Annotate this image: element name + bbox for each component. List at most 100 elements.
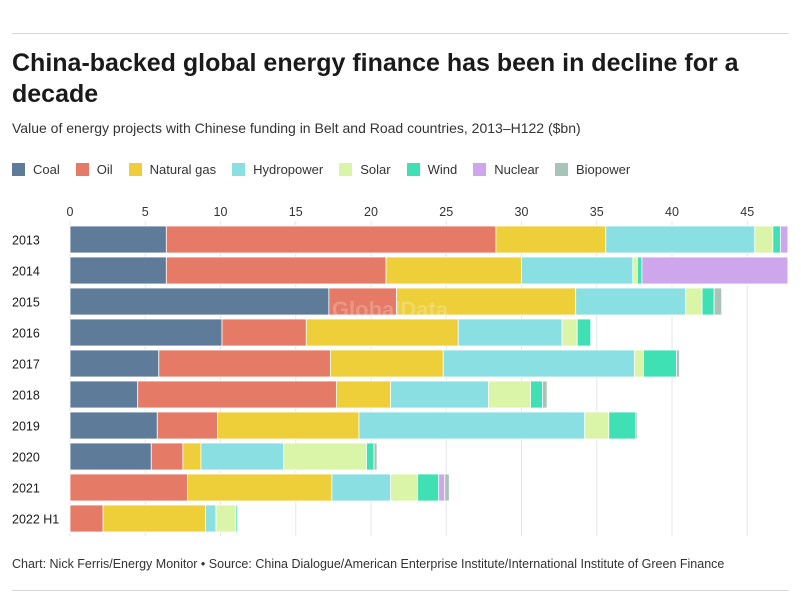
bar-2021-biopower [444, 473, 450, 502]
bar-2018-hydropower [390, 380, 489, 409]
bar-2021-oil [69, 473, 188, 502]
legend: Coal Oil Natural gas Hydropower Solar Wind Nuc… [12, 162, 646, 177]
bar-2019-wind [608, 411, 637, 440]
bar-2018-oil [137, 380, 337, 409]
top-rule [12, 33, 789, 34]
bar-2018-solar [487, 380, 531, 409]
legend-label-nuclear: Nuclear [494, 162, 539, 177]
bar-2021-wind [417, 473, 440, 502]
bar-2022-h1-wind [235, 504, 238, 533]
legend-label-natural-gas: Natural gas [149, 162, 217, 177]
x-tick-label-25: 25 [439, 205, 453, 219]
bar-2019-oil [156, 411, 218, 440]
legend-item-nuclear: Nuclear [473, 162, 539, 177]
bar-2018-natural-gas [335, 380, 391, 409]
category-label-2014: 2014 [12, 265, 40, 279]
legend-item-hydropower: Hydropower [232, 162, 323, 177]
bar-2022-h1-solar [215, 504, 236, 533]
bar-2018-wind [530, 380, 543, 409]
bar-2013-solar [754, 225, 774, 254]
bar-2020-coal [69, 442, 152, 471]
x-tick-label-45: 45 [740, 205, 754, 219]
legend-item-oil: Oil [75, 162, 113, 177]
bottom-rule [12, 590, 789, 591]
bar-2016-wind [576, 318, 592, 347]
bar-2021-nuclear [438, 473, 446, 502]
x-tick-label-20: 20 [364, 205, 378, 219]
x-tick-label-30: 30 [515, 205, 529, 219]
legend-label-biopower: Biopower [576, 162, 631, 177]
chart-title: China-backed global energy finance has b… [12, 49, 739, 108]
bar-2017-solar [633, 349, 644, 378]
legend-swatch-coal [12, 163, 25, 176]
category-label-2013: 2013 [12, 234, 40, 248]
legend-label-coal: Coal [33, 162, 60, 177]
legend-swatch-nuclear [473, 163, 487, 176]
legend-label-wind: Wind [427, 162, 458, 177]
bar-2015-solar [685, 287, 703, 316]
bar-2020-hydropower [200, 442, 285, 471]
legend-label-solar: Solar [360, 162, 391, 177]
bar-2014-solar [632, 256, 638, 285]
bar-2013-oil [165, 225, 497, 254]
legend-swatch-oil [75, 163, 89, 176]
category-label-2020: 2020 [12, 451, 40, 465]
legend-swatch-solar [339, 163, 353, 176]
bar-2022-h1-oil [69, 504, 104, 533]
bar-2014-oil [165, 256, 387, 285]
bar-2015-biopower [713, 287, 723, 316]
legend-label-hydropower: Hydropower [253, 162, 324, 177]
legend-item-coal: Coal [12, 162, 60, 177]
bar-2019-biopower [635, 411, 638, 440]
x-tick-label-15: 15 [289, 205, 303, 219]
legend-label-oil: Oil [96, 162, 113, 177]
bar-2015-hydropower [575, 287, 686, 316]
bar-2013-wind [772, 225, 781, 254]
x-tick-label-10: 10 [214, 205, 228, 219]
chart-subtitle: Value of energy projects with Chinese fu… [12, 120, 581, 136]
legend-swatch-biopower [555, 163, 568, 176]
bar-2014-natural-gas [385, 256, 522, 285]
bar-2013-coal [69, 225, 167, 254]
category-label-2019: 2019 [12, 420, 40, 434]
bar-2016-oil [221, 318, 307, 347]
bar-2015-coal [69, 287, 330, 316]
bar-2019-natural-gas [217, 411, 360, 440]
bar-2020-wind [366, 442, 375, 471]
category-label-2018: 2018 [12, 389, 40, 403]
bar-2015-natural-gas [396, 287, 577, 316]
bar-2018-coal [69, 380, 139, 409]
category-label-2021: 2021 [12, 482, 40, 496]
bar-2021-hydropower [331, 473, 391, 502]
bar-2020-solar [283, 442, 367, 471]
category-label-2015: 2015 [12, 296, 40, 310]
bar-2015-wind [701, 287, 715, 316]
bar-2017-coal [69, 349, 160, 378]
bar-2014-nuclear [641, 256, 789, 285]
legend-swatch-wind [406, 163, 420, 176]
category-label-2022-h1: 2022 H1 [12, 513, 59, 527]
bar-2020-natural-gas [182, 442, 202, 471]
bar-2016-coal [69, 318, 223, 347]
category-label-2017: 2017 [12, 358, 40, 372]
bar-2014-wind [636, 256, 643, 285]
legend-item-natural-gas: Natural gas [128, 162, 217, 177]
bar-2021-solar [390, 473, 419, 502]
x-tick-label-5: 5 [142, 205, 149, 219]
bar-2016-solar [561, 318, 578, 347]
bar-2019-coal [69, 411, 158, 440]
bar-2017-biopower [676, 349, 680, 378]
bar-2021-natural-gas [186, 473, 333, 502]
x-tick-label-0: 0 [67, 205, 74, 219]
bar-2020-oil [150, 442, 184, 471]
bar-2016-hydropower [457, 318, 563, 347]
bar-2016-natural-gas [305, 318, 459, 347]
bar-2020-biopower [373, 442, 378, 471]
bar-2017-natural-gas [329, 349, 444, 378]
bar-2013-natural-gas [495, 225, 607, 254]
legend-item-wind: Wind [406, 162, 458, 177]
x-tick-label-40: 40 [665, 205, 679, 219]
bar-2013-nuclear [779, 225, 789, 254]
legend-swatch-hydropower [232, 163, 246, 176]
bar-chart: 0 5 10 15 20 25 30 35 40 45 2013 2014 2015 2016 2017 20… [12, 205, 789, 536]
